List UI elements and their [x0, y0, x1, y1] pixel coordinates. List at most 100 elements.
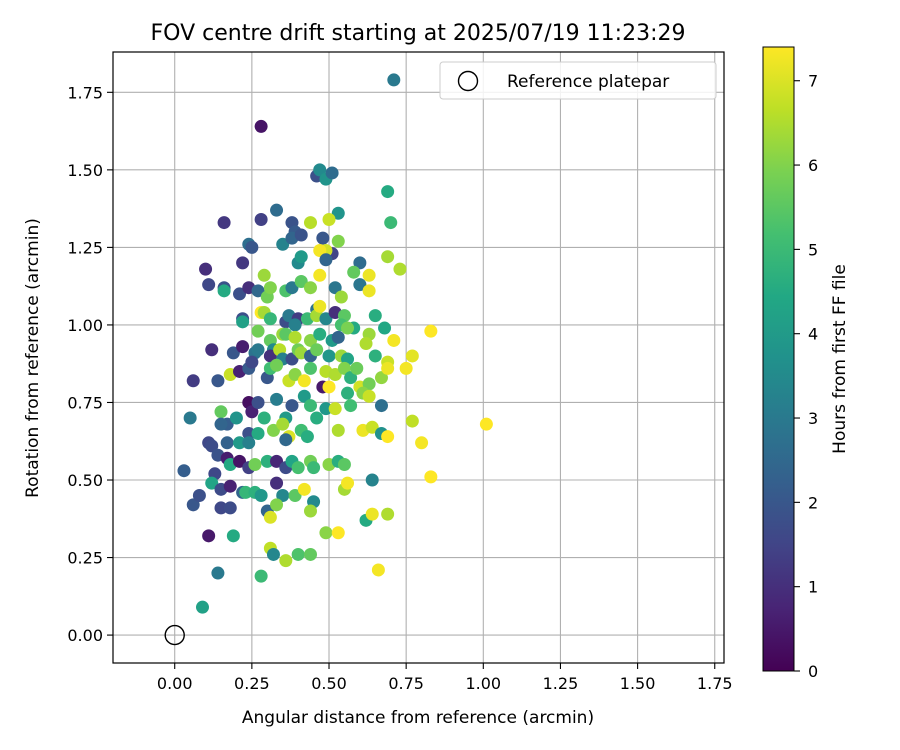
data-point [303, 504, 317, 518]
data-point [368, 349, 382, 363]
data-point [239, 485, 253, 499]
data-point [381, 507, 395, 521]
data-point [313, 299, 327, 313]
data-point [297, 374, 311, 388]
data-point [260, 454, 274, 468]
x-tick-label: 1.00 [465, 674, 501, 693]
data-point [297, 482, 311, 496]
colorbar-tick-label: 2 [808, 493, 818, 512]
data-point [405, 349, 419, 363]
data-point [199, 262, 213, 276]
data-point [279, 433, 293, 447]
data-point [288, 318, 302, 332]
data-point [223, 501, 237, 515]
colorbar-tick-label: 6 [808, 156, 818, 175]
data-point [195, 600, 209, 614]
y-axis-label: Rotation from reference (arcmin) [23, 218, 43, 498]
y-tick-label: 0.75 [67, 393, 103, 412]
data-point [270, 498, 284, 512]
data-point [374, 399, 388, 413]
data-point [294, 275, 308, 289]
x-tick-label: 1.50 [620, 674, 656, 693]
colorbar-tick-label: 0 [808, 662, 818, 681]
data-point [337, 458, 351, 472]
data-point [393, 262, 407, 276]
data-point [236, 256, 250, 270]
data-point [276, 417, 290, 431]
x-tick-label: 0.75 [388, 674, 424, 693]
data-point [303, 547, 317, 561]
data-point [341, 476, 355, 490]
data-point [310, 343, 324, 357]
data-point [405, 414, 419, 428]
data-point [368, 309, 382, 323]
data-point [285, 352, 299, 366]
data-point [211, 374, 225, 388]
reference-point [164, 624, 185, 646]
data-point [319, 312, 333, 326]
data-point [214, 417, 228, 431]
colorbar-tick-label: 3 [808, 409, 818, 428]
data-point [424, 324, 438, 338]
data-point [415, 436, 429, 450]
data-point [347, 265, 361, 279]
data-point [223, 479, 237, 493]
data-point [479, 417, 493, 431]
legend-box [439, 61, 717, 100]
data-point [226, 346, 240, 360]
data-point [334, 290, 348, 304]
data-point [331, 423, 345, 437]
data-point [319, 526, 333, 540]
data-point [294, 250, 308, 264]
data-point [233, 436, 247, 450]
data-point [202, 529, 216, 543]
x-axis-label: Angular distance from reference (arcmin) [242, 708, 594, 728]
data-point [344, 399, 358, 413]
data-point [378, 321, 392, 335]
y-tick-label: 1.25 [67, 238, 103, 257]
data-point [341, 321, 355, 335]
data-point [251, 324, 265, 338]
data-point [303, 281, 317, 295]
data-point [331, 234, 345, 248]
data-point [353, 256, 367, 270]
data-point [263, 510, 277, 524]
data-point [341, 386, 355, 400]
data-point [297, 389, 311, 403]
y-tick-label: 0.25 [67, 549, 103, 568]
data-point [387, 73, 401, 87]
data-point [257, 411, 271, 425]
data-point [381, 361, 395, 375]
data-point [263, 281, 277, 295]
data-point [251, 395, 265, 409]
data-point [270, 454, 284, 468]
data-point [381, 250, 395, 264]
chart-title: FOV centre drift starting at 2025/07/19 … [151, 21, 686, 46]
data-point [177, 464, 191, 478]
data-point [245, 405, 259, 419]
data-point [270, 476, 284, 490]
data-point [381, 430, 395, 444]
x-tick-label: 0.25 [234, 674, 270, 693]
reference-marker [164, 624, 185, 646]
data-point [344, 371, 358, 385]
data-point [266, 547, 280, 561]
data-point [279, 554, 293, 568]
data-point [322, 380, 336, 394]
colorbar-tick-label: 5 [808, 240, 818, 259]
data-point [307, 461, 321, 475]
data-point [303, 216, 317, 230]
colorbar-label: Hours from first FF file [830, 264, 850, 454]
data-point [266, 423, 280, 437]
data-point [294, 228, 308, 242]
data-point [313, 163, 327, 177]
data-point [242, 436, 256, 450]
y-tick-label: 1.75 [67, 83, 103, 102]
data-point [359, 337, 373, 351]
data-point [257, 268, 271, 282]
data-point [245, 240, 259, 254]
data-point [288, 489, 302, 503]
data-point [217, 216, 231, 230]
plot-frame [112, 51, 725, 664]
data-point [229, 411, 243, 425]
